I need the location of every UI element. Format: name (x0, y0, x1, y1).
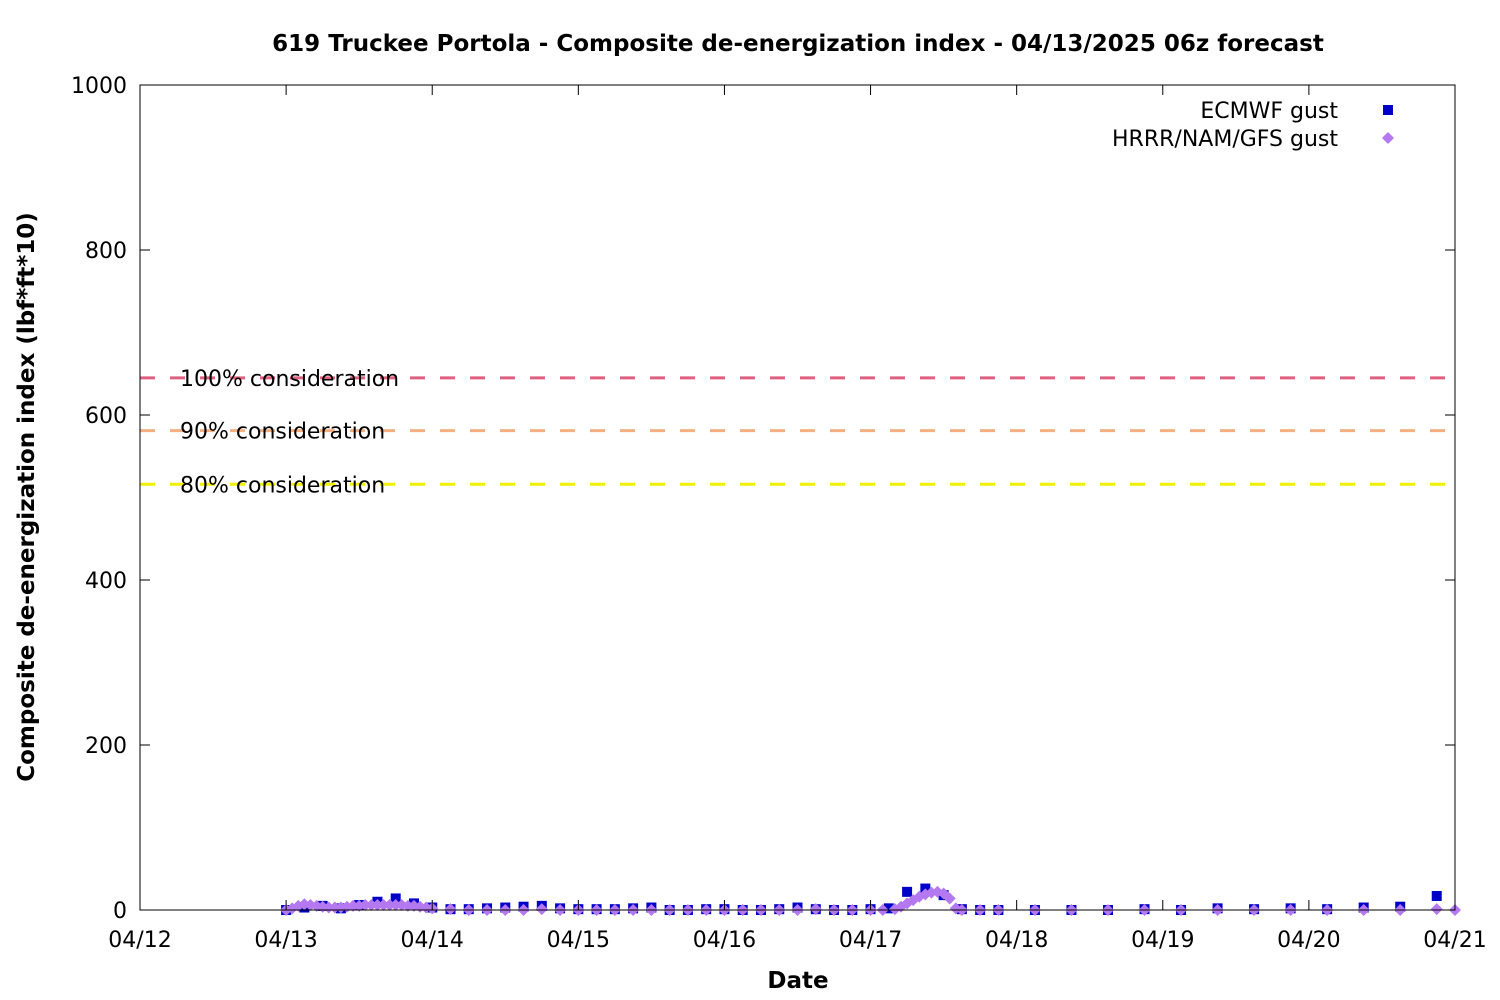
hrrr-point (359, 899, 372, 912)
ecmwf-point (390, 893, 401, 904)
x-tick-label: 04/18 (985, 928, 1048, 953)
hrrr-point (322, 901, 335, 914)
hrrr-point (444, 903, 457, 916)
x-tick-label: 04/20 (1277, 928, 1340, 953)
reference-line-label: 100% consideration (180, 367, 399, 392)
y-tick-label: 0 (113, 899, 127, 924)
y-tick-label: 1000 (71, 74, 127, 99)
legend-diamond-icon (1382, 132, 1394, 144)
ecmwf-point (1431, 890, 1442, 901)
legend: ECMWF gust HRRR/NAM/GFS gust (1112, 99, 1394, 152)
legend-entry-label: ECMWF gust (1200, 99, 1338, 124)
legend-entry-label: HRRR/NAM/GFS gust (1112, 127, 1338, 152)
reference-line-label: 90% consideration (180, 420, 385, 445)
x-tick-label: 04/14 (401, 928, 464, 953)
hrrr-point (1430, 903, 1443, 916)
x-tick-label: 04/15 (547, 928, 610, 953)
reference-lines: 100% consideration 90% consideration 80% c… (140, 367, 1455, 498)
x-tick-label: 04/21 (1423, 928, 1486, 953)
x-tick-label: 04/13 (254, 928, 317, 953)
x-tick-label: 04/12 (108, 928, 171, 953)
reference-line-label: 80% consideration (180, 473, 385, 498)
hrrr-point (328, 901, 341, 914)
x-tick-label: 04/16 (693, 928, 756, 953)
x-tick-label: 04/19 (1131, 928, 1194, 953)
x-tick-label: 04/17 (839, 928, 902, 953)
hrrr-point (383, 899, 396, 912)
hrrr-point (943, 892, 956, 905)
plot-frame (139, 84, 1456, 911)
y-tick-label: 400 (85, 569, 127, 594)
hrrr-point (371, 899, 384, 912)
hrrr-point (377, 899, 390, 912)
axes: 0 200 400 600 800 1000 04/12 04/13 04/14 04/15 04/… (71, 74, 1487, 953)
legend-square-icon (1383, 105, 1393, 115)
hrrr-point (809, 903, 822, 916)
hrrr-point (401, 899, 414, 912)
hrrr-point (535, 903, 548, 916)
hrrr-point (389, 899, 402, 912)
ecmwf-point (883, 903, 894, 914)
y-tick-label: 600 (85, 404, 127, 429)
hrrr-point (365, 899, 378, 912)
x-axis-label: Date (767, 968, 828, 994)
chart-title: 619 Truckee Portola - Composite de-energ… (272, 31, 1324, 57)
ecmwf-point (902, 886, 913, 897)
y-tick-label: 200 (85, 734, 127, 759)
data-points (280, 883, 1461, 916)
y-axis-label: Composite de-energization index (lbf*ft*… (14, 212, 40, 782)
y-tick-label: 800 (85, 239, 127, 264)
hrrr-point (347, 899, 360, 912)
